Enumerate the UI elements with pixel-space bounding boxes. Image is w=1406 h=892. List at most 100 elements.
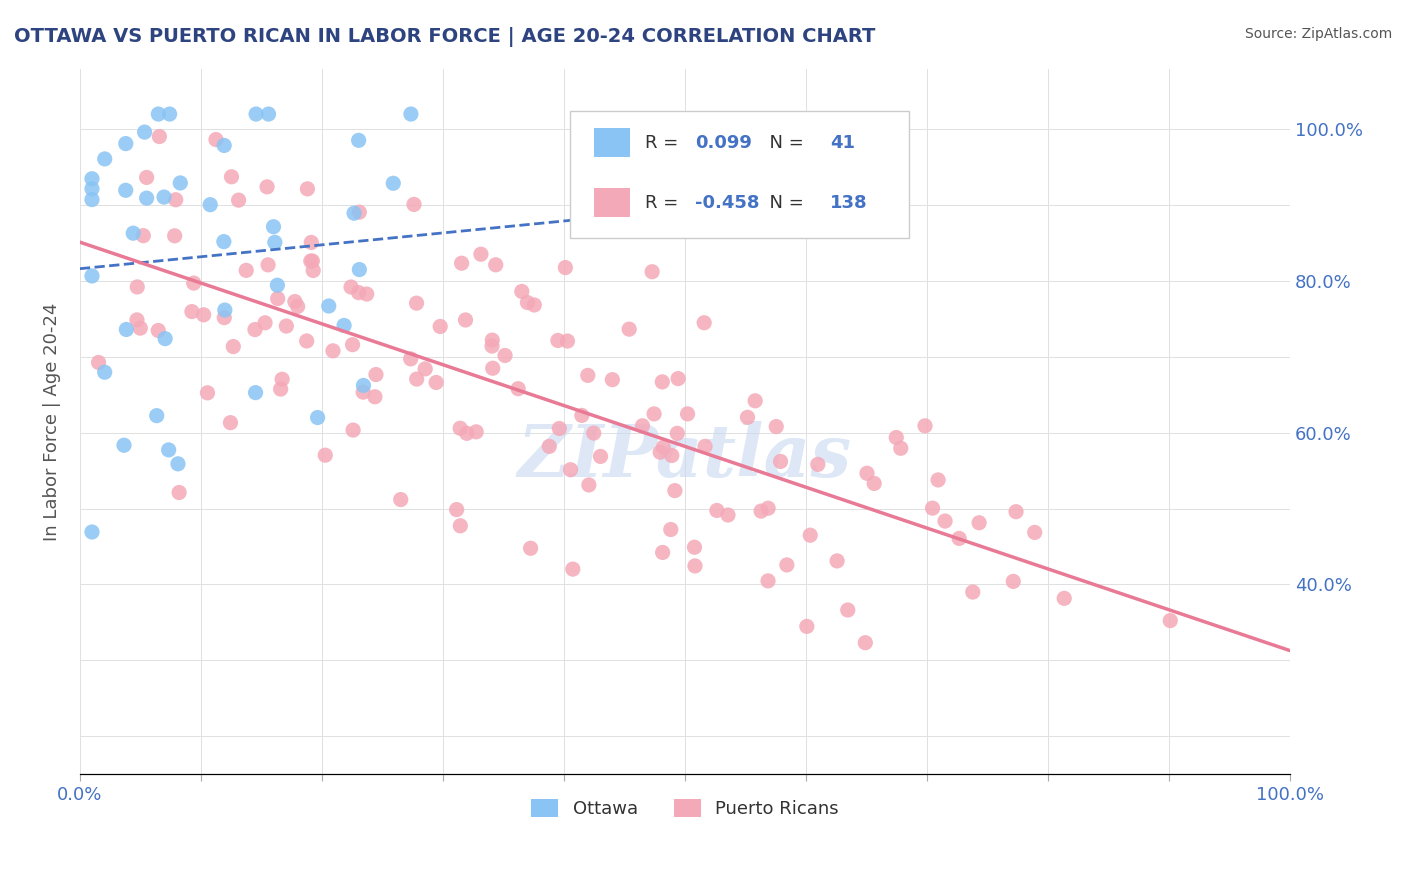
Puerto Ricans [617,322,640,336]
Text: R =: R = [645,194,683,211]
Puerto Ricans [756,501,779,516]
Puerto Ricans [429,319,451,334]
Puerto Ricans [576,368,599,383]
Ottawa [169,176,191,190]
Puerto Ricans [578,478,600,492]
Puerto Ricans [683,558,706,573]
Ottawa [148,107,170,121]
Ottawa [153,190,176,204]
Ottawa [349,262,371,277]
Ottawa [145,409,167,423]
Puerto Ricans [456,426,478,441]
Puerto Ricans [523,298,546,312]
Puerto Ricans [284,294,307,309]
Puerto Ricans [582,426,605,441]
Text: Source: ZipAtlas.com: Source: ZipAtlas.com [1244,27,1392,41]
Puerto Ricans [449,518,471,533]
Puerto Ricans [340,280,363,294]
Puerto Ricans [914,418,936,433]
Puerto Ricans [193,308,215,322]
Ottawa [167,457,190,471]
Puerto Ricans [756,574,779,588]
Ottawa [333,318,356,333]
Puerto Ricans [664,483,686,498]
Puerto Ricans [165,193,187,207]
Puerto Ricans [737,410,759,425]
Puerto Ricans [602,373,624,387]
Puerto Ricans [807,458,830,472]
Ottawa [80,171,103,186]
Puerto Ricans [221,169,243,184]
Puerto Ricans [884,430,907,444]
Ottawa [135,191,157,205]
Puerto Ricans [322,343,344,358]
Puerto Ricans [683,540,706,554]
Text: ZIPatlas: ZIPatlas [517,421,852,492]
Puerto Ricans [163,228,186,243]
Ottawa [80,268,103,283]
Ottawa [212,235,235,249]
Text: 138: 138 [830,194,868,211]
Puerto Ricans [485,258,508,272]
Puerto Ricans [934,514,956,528]
Puerto Ricans [454,313,477,327]
Puerto Ricans [796,619,818,633]
Ottawa [115,322,138,336]
Ottawa [399,107,422,121]
Puerto Ricans [561,562,583,576]
Puerto Ricans [125,313,148,327]
Puerto Ricans [548,421,571,435]
Text: OTTAWA VS PUERTO RICAN IN LABOR FORCE | AGE 20-24 CORRELATION CHART: OTTAWA VS PUERTO RICAN IN LABOR FORCE | … [14,27,876,46]
Puerto Ricans [560,463,582,477]
FancyBboxPatch shape [569,111,908,238]
Ottawa [200,197,222,211]
Puerto Ricans [554,260,576,275]
Puerto Ricans [853,636,876,650]
Puerto Ricans [222,340,245,354]
Puerto Ricans [769,454,792,468]
Puerto Ricans [425,376,447,390]
Puerto Ricans [921,501,943,516]
Puerto Ricans [765,419,787,434]
Ottawa [114,136,136,151]
Puerto Ricans [927,473,949,487]
Puerto Ricans [267,292,290,306]
Puerto Ricans [481,361,503,376]
Puerto Ricans [659,523,682,537]
Ottawa [382,176,405,190]
Ottawa [266,278,288,293]
Puerto Ricans [641,265,664,279]
Ottawa [245,385,267,400]
Text: 41: 41 [830,134,855,152]
Puerto Ricans [631,418,654,433]
Puerto Ricans [516,295,538,310]
Puerto Ricans [301,254,323,268]
Puerto Ricans [652,440,675,454]
Puerto Ricans [589,450,612,464]
Ottawa [343,206,366,220]
FancyBboxPatch shape [595,128,630,157]
Puerto Ricans [129,321,152,335]
Puerto Ricans [276,319,298,334]
Puerto Ricans [405,372,427,386]
Puerto Ricans [287,300,309,314]
Puerto Ricans [148,323,170,337]
Ottawa [93,365,115,379]
Puerto Ricans [413,362,436,376]
Puerto Ricans [494,349,516,363]
Puerto Ricans [402,197,425,211]
Puerto Ricans [352,385,374,400]
Puerto Ricans [890,442,912,456]
Puerto Ricans [967,516,990,530]
Text: N =: N = [758,194,808,211]
Puerto Ricans [148,129,170,144]
Puerto Ricans [666,426,689,441]
Puerto Ricans [481,333,503,347]
Ottawa [93,152,115,166]
Puerto Ricans [299,235,322,250]
Ottawa [112,438,135,452]
Puerto Ricans [205,132,228,146]
Ottawa [80,193,103,207]
Puerto Ricans [571,409,593,423]
Puerto Ricans [1002,574,1025,589]
